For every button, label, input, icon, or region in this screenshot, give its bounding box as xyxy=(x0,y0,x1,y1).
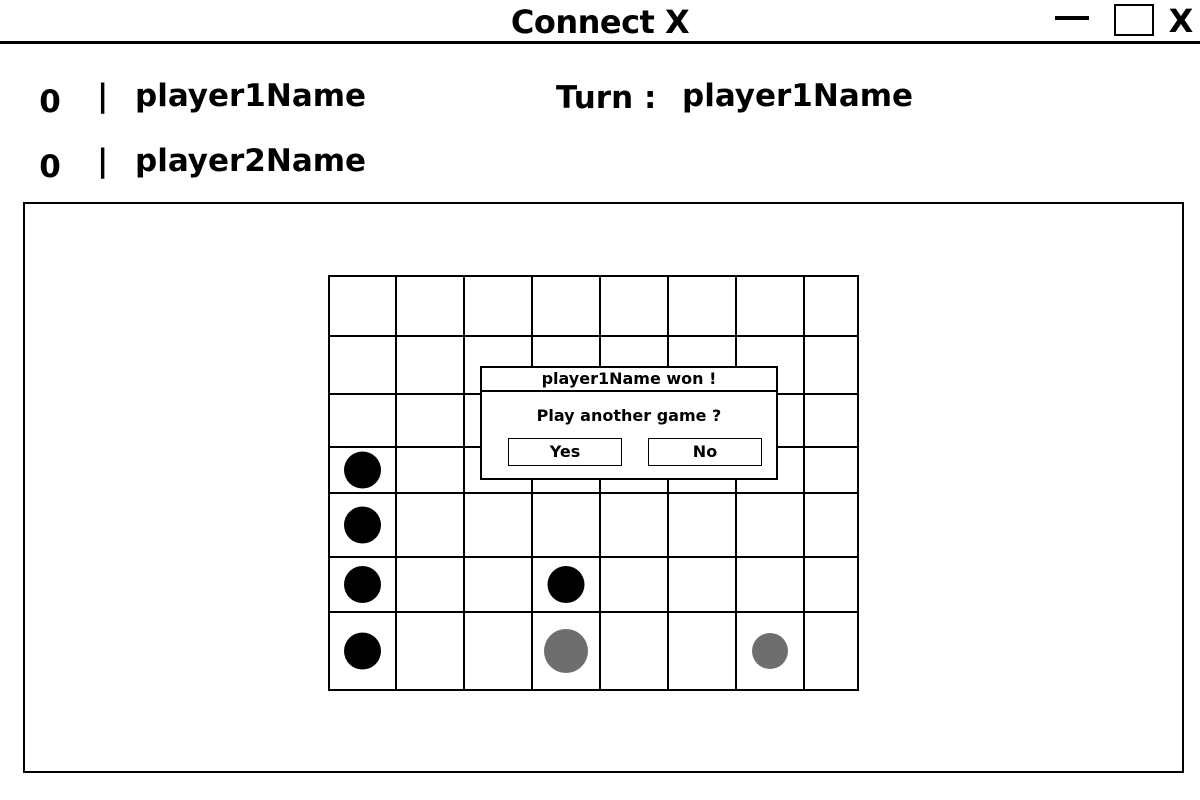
board-cell[interactable] xyxy=(599,556,669,613)
board-cell[interactable] xyxy=(531,611,601,691)
board-cell[interactable] xyxy=(395,492,465,558)
board-cell[interactable] xyxy=(531,492,601,558)
board-cell[interactable] xyxy=(395,611,465,691)
game-over-dialog: player1Name won ! Play another game ? Ye… xyxy=(480,366,778,480)
board-cell[interactable] xyxy=(328,275,397,337)
player1-disc xyxy=(344,632,381,670)
board-cell[interactable] xyxy=(395,556,465,613)
board-cell[interactable] xyxy=(803,611,859,691)
player2-score: 0 xyxy=(39,149,61,185)
board-cell[interactable] xyxy=(395,335,465,395)
board-cell[interactable] xyxy=(463,275,533,337)
dialog-message: Play another game ? xyxy=(536,406,722,425)
player1-disc xyxy=(344,451,381,489)
player1-disc xyxy=(547,566,585,603)
board-cell[interactable] xyxy=(395,446,465,494)
player2-disc xyxy=(752,633,788,669)
board-cell[interactable] xyxy=(395,393,465,448)
window-title: Connect X xyxy=(510,3,690,41)
board-cell[interactable] xyxy=(463,611,533,691)
player1-score: 0 xyxy=(39,84,61,120)
board-cell[interactable] xyxy=(531,275,601,337)
player1-name: player1Name xyxy=(135,78,367,114)
board-cell[interactable] xyxy=(599,611,669,691)
board-cell[interactable] xyxy=(735,556,805,613)
player1-disc xyxy=(344,506,381,544)
minimize-icon[interactable] xyxy=(1055,16,1089,20)
turn-label: Turn xyxy=(556,80,634,116)
close-icon[interactable]: X xyxy=(1168,2,1194,40)
board-cell[interactable] xyxy=(803,556,859,613)
board-cell[interactable] xyxy=(328,335,397,395)
player1-disc xyxy=(344,566,381,603)
board-cell[interactable] xyxy=(599,492,669,558)
board-cell[interactable] xyxy=(803,446,859,494)
game-area xyxy=(23,202,1184,773)
board-cell[interactable] xyxy=(463,556,533,613)
board-cell[interactable] xyxy=(667,275,737,337)
board-cell[interactable] xyxy=(803,492,859,558)
board-cell[interactable] xyxy=(803,275,859,337)
no-button[interactable]: No xyxy=(648,438,762,466)
board-cell[interactable] xyxy=(667,611,737,691)
board-cell[interactable] xyxy=(803,393,859,448)
player2-name: player2Name xyxy=(135,143,367,179)
player2-disc xyxy=(544,629,588,673)
board-cell[interactable] xyxy=(735,492,805,558)
board-cell[interactable] xyxy=(463,492,533,558)
board-cell[interactable] xyxy=(599,275,669,337)
score-separator: | xyxy=(97,143,109,179)
turn-colon: : xyxy=(644,80,657,116)
current-turn-player: player1Name xyxy=(682,78,914,114)
board-cell[interactable] xyxy=(667,492,737,558)
board-cell[interactable] xyxy=(395,275,465,337)
board-cell[interactable] xyxy=(735,275,805,337)
board-cell[interactable] xyxy=(667,556,737,613)
board-cell[interactable] xyxy=(803,335,859,395)
dialog-title: player1Name won ! xyxy=(482,368,776,392)
maximize-icon[interactable] xyxy=(1114,4,1154,36)
yes-button[interactable]: Yes xyxy=(508,438,622,466)
score-separator: | xyxy=(97,78,109,114)
board-cell[interactable] xyxy=(328,393,397,448)
title-bar: Connect X X xyxy=(0,0,1200,44)
